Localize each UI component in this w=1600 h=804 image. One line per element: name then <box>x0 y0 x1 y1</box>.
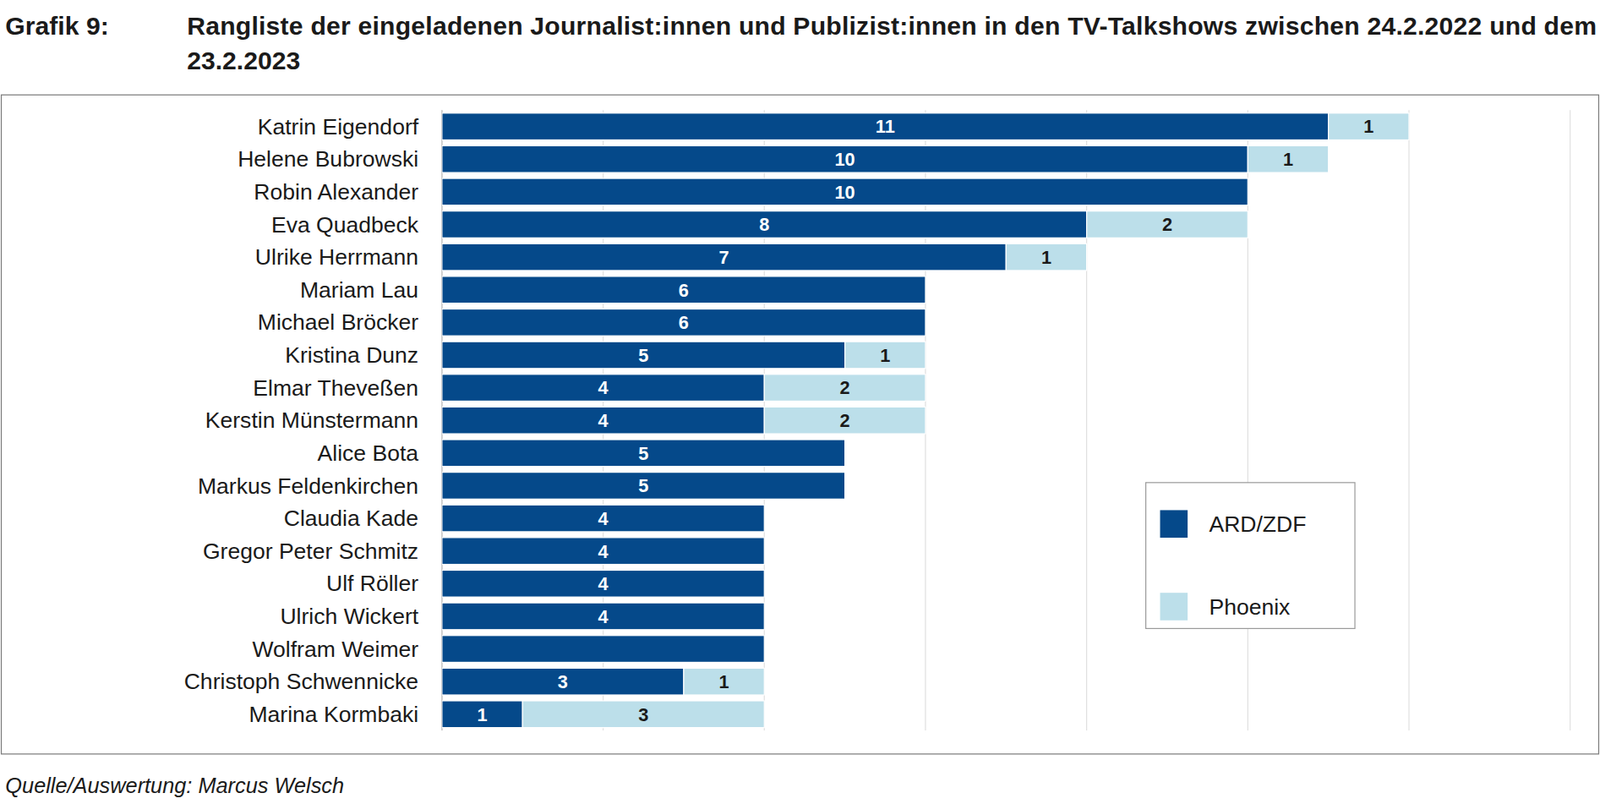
bar-segment <box>442 537 765 565</box>
category-label: Helene Bubrowski <box>237 146 419 172</box>
data-label: 1 <box>1283 148 1294 170</box>
legend-label: ARD/ZDF <box>1208 511 1306 537</box>
bars <box>442 113 1409 728</box>
bar-segment <box>442 211 1087 239</box>
data-labels: 111010876654455444431112112213 <box>477 115 1375 725</box>
bar-segment <box>764 406 926 434</box>
data-label: 3 <box>557 671 568 693</box>
data-label: 4 <box>598 540 609 563</box>
category-label: Markus Feldenkirchen <box>197 473 419 499</box>
category-label: Eva Quadbeck <box>271 212 420 238</box>
category-label: Ulrich Wickert <box>279 603 419 629</box>
bar-segment <box>442 504 765 532</box>
legend-label: Phoenix <box>1208 594 1290 620</box>
category-label: Alice Bota <box>317 440 420 466</box>
data-label: 11 <box>875 115 896 137</box>
data-label: 2 <box>840 409 851 432</box>
data-label: 6 <box>678 311 689 334</box>
bar-segment <box>442 406 765 434</box>
category-label: Gregor Peter Schmitz <box>202 538 419 564</box>
figure-label: Grafik 9: <box>5 11 109 40</box>
source: Quelle/Auswertung: Marcus Welsch <box>5 773 345 798</box>
legend: ARD/ZDF Phoenix <box>1146 482 1355 629</box>
bar-segment <box>442 667 684 695</box>
bar-segment <box>442 700 523 728</box>
category-label: Christoph Schwennicke <box>184 668 419 694</box>
bar-segment <box>1328 113 1409 141</box>
grid-line <box>1569 109 1571 731</box>
data-label: 4 <box>598 409 609 432</box>
bar-segment <box>1005 243 1087 271</box>
data-label: 1 <box>1363 115 1374 137</box>
bar-segment <box>845 341 926 369</box>
bar-segment <box>442 145 1248 173</box>
bar-segment <box>442 635 765 663</box>
category-label: Marina Kormbaki <box>248 701 419 727</box>
data-label: 1 <box>1041 246 1052 268</box>
bar-segment <box>764 374 926 402</box>
data-label: 1 <box>879 344 891 366</box>
data-label: 10 <box>835 148 856 170</box>
category-label: Katrin Eigendorf <box>257 114 420 140</box>
category-label: Ulrike Herrmann <box>255 244 419 270</box>
category-label: Mariam Lau <box>300 277 419 303</box>
bar-segment <box>683 667 765 695</box>
data-label: 5 <box>638 475 649 497</box>
data-label: 3 <box>638 704 649 726</box>
data-label: 5 <box>638 442 649 465</box>
legend-swatch <box>1160 592 1189 621</box>
data-label: 8 <box>759 213 770 235</box>
legend-swatch <box>1160 509 1189 538</box>
category-label: Michael Bröcker <box>257 309 419 335</box>
chart: Grafik 9: Rangliste der eingeladenen Jour… <box>0 0 1600 804</box>
data-label: 4 <box>598 507 609 530</box>
legend-box <box>1146 482 1355 629</box>
category-label: Kerstin Münstermann <box>205 407 419 433</box>
bar-segment <box>442 243 1006 271</box>
bar-segment <box>442 309 926 337</box>
data-label: 4 <box>598 573 609 595</box>
bar-segment <box>442 439 846 467</box>
category-label: Claudia Kade <box>283 505 419 531</box>
category-label: Robin Alexander <box>253 179 419 205</box>
title: Rangliste der eingeladenen Journalist:in… <box>186 11 1597 75</box>
bar-segment <box>442 602 765 630</box>
category-label: Ulf Röller <box>326 570 419 596</box>
bar-segment <box>442 341 846 369</box>
bar-segment <box>442 276 926 304</box>
data-label: 4 <box>598 376 609 399</box>
frame <box>1 94 1600 754</box>
data-label: 7 <box>719 246 730 268</box>
data-label: 4 <box>598 606 609 628</box>
data-label: 10 <box>835 181 856 203</box>
bar-segment <box>442 178 1248 206</box>
bar-segment <box>442 113 1329 141</box>
bar-segment <box>1086 211 1249 239</box>
category-label: Kristina Dunz <box>284 342 419 368</box>
data-label: 2 <box>840 376 851 399</box>
data-label: 6 <box>678 279 689 301</box>
data-label: 1 <box>477 704 488 726</box>
category-label: Wolfram Weimer <box>251 636 419 662</box>
bar-segment <box>442 472 846 500</box>
category-label: Elmar Theveßen <box>252 375 419 401</box>
bar-segment <box>522 700 765 728</box>
bar-segment <box>442 374 765 402</box>
title-line: 23.2.2023 <box>186 46 301 75</box>
grid-line <box>1408 109 1409 731</box>
data-label: 1 <box>719 671 730 693</box>
data-label: 2 <box>1162 213 1173 235</box>
bar-segment <box>442 569 765 597</box>
title-line: Rangliste der eingeladenen Journalist:in… <box>186 11 1597 40</box>
bar-segment <box>1247 145 1328 173</box>
data-label: 5 <box>638 344 649 366</box>
